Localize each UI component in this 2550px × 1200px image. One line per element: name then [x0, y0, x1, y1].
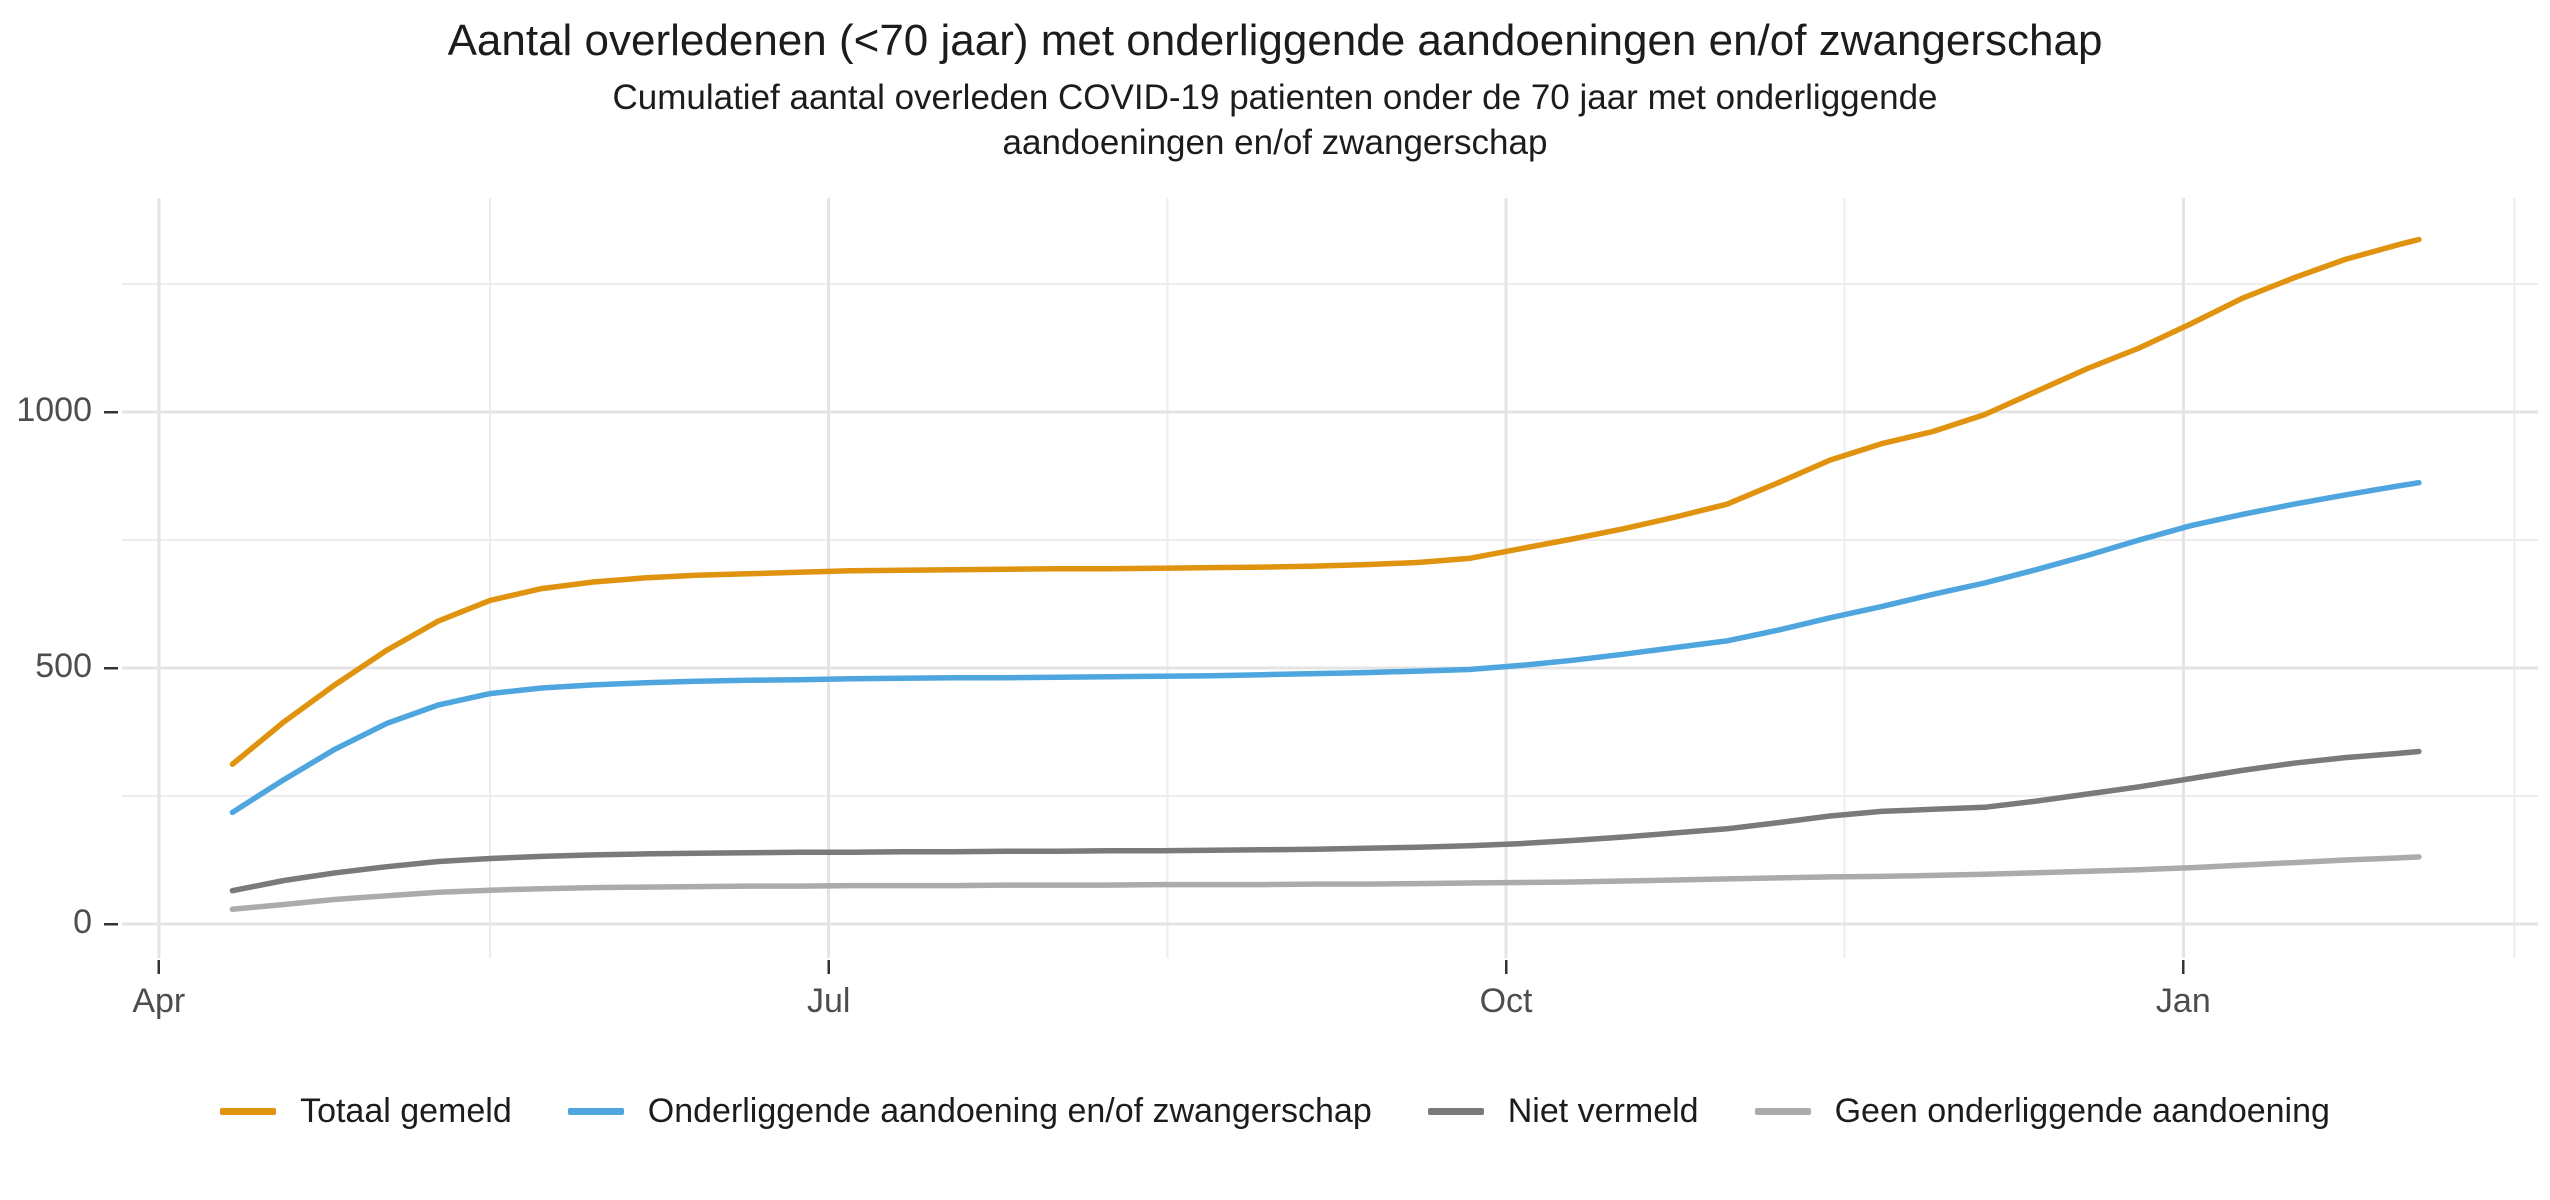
- y-axis-tick-label: 0: [73, 903, 92, 941]
- legend-label: Niet vermeld: [1507, 1092, 1699, 1130]
- chart-legend: Totaal gemeld Onderliggende aandoening e…: [0, 1092, 2550, 1131]
- legend-label: Totaal gemeld: [300, 1092, 512, 1130]
- chart-header: Aantal overledenen (<70 jaar) met onderl…: [0, 0, 2550, 166]
- legend-item-niet-vermeld: Niet vermeld: [1427, 1092, 1699, 1131]
- series-line-totaal_gemeld: [229, 236, 2422, 768]
- x-axis-tick-label: Apr: [132, 982, 186, 1020]
- y-axis-tick-label: 1000: [16, 391, 92, 429]
- series-line-geen_onderliggende_aandoening: [229, 854, 2422, 912]
- legend-key-line-icon: [220, 1108, 277, 1115]
- series-line-niet_vermeld: [229, 748, 2422, 894]
- chart-subtitle-line-1: Cumulatief aantal overleden COVID-19 pat…: [612, 78, 1938, 117]
- chart-title: Aantal overledenen (<70 jaar) met onderl…: [447, 16, 2103, 65]
- chart-subtitle: Cumulatief aantal overleden COVID-19 pat…: [0, 76, 2550, 166]
- series-line-onderliggende_aandoening: [229, 479, 2422, 816]
- legend-item-onderliggende-aandoening: Onderliggende aandoening en/of zwangersc…: [567, 1092, 1372, 1131]
- chart-subtitle-line-2: aandoeningen en/of zwangerschap: [1002, 122, 1548, 162]
- x-axis-tick-label: Jul: [807, 982, 851, 1020]
- x-axis-tick-label: Jan: [2155, 982, 2211, 1020]
- legend-item-totaal-gemeld: Totaal gemeld: [220, 1092, 512, 1131]
- legend-key-line-icon: [1754, 1108, 1811, 1115]
- legend-key-line-icon: [1427, 1108, 1484, 1115]
- x-axis-tick-label: Oct: [1479, 982, 1533, 1020]
- y-axis-tick-label: 500: [35, 647, 92, 685]
- legend-item-geen-onderliggende-aandoening: Geen onderliggende aandoening: [1754, 1092, 2330, 1131]
- legend-label: Geen onderliggende aandoening: [1834, 1092, 2330, 1130]
- legend-label: Onderliggende aandoening en/of zwangersc…: [647, 1092, 1372, 1130]
- legend-key-line-icon: [567, 1108, 624, 1115]
